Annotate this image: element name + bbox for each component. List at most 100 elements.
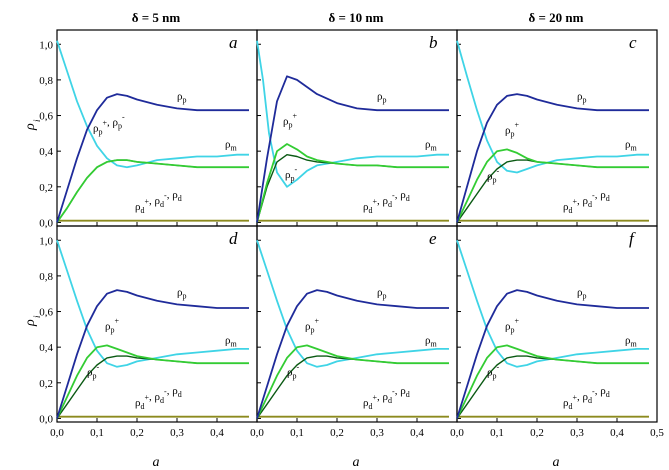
curve-label-rho-p: ρp — [177, 90, 187, 104]
curve-label-rho-low: ρd+, ρd-, ρd — [563, 385, 610, 411]
panel-letter: f — [629, 229, 636, 248]
panel-c: c ρp ρm ρp+ ρp-ρd+, ρd-, ρd — [456, 29, 658, 227]
curve-label-rho-p: ρp — [177, 286, 187, 300]
plot-frame — [456, 225, 658, 423]
y-tick-label: 0,4 — [39, 342, 53, 354]
curve-label-rho-p-minus: ρp- — [87, 363, 100, 381]
curve-label-rho-low: ρd+, ρd-, ρd — [363, 189, 410, 215]
curve-label-rho-low: ρd+, ρd-, ρd — [135, 189, 182, 215]
curve-label-rho-p-plus: ρp+ — [105, 316, 120, 334]
y-tick-label: 0,2 — [39, 182, 53, 194]
curve-label-rho-p: ρp — [577, 286, 587, 300]
curve-label-rho-p: ρp — [377, 90, 387, 104]
panel-f: 0,0 0,1 0,2 0,3 0,4 0,5 f ρp ρm ρp+ ρp-ρd+, ρd-, ρ… — [450, 225, 664, 439]
y-axis-label-subscript: i — [32, 119, 42, 122]
x-tick-label: 0,0 — [450, 427, 464, 439]
curve-label-rho-m: ρm — [425, 139, 438, 153]
series-line-rho-p-minus — [56, 159, 249, 223]
x-axis-label-1: a — [153, 455, 160, 470]
x-tick-label: 0,1 — [490, 427, 504, 439]
y-tick-label: 0,4 — [39, 146, 53, 158]
y-tick-label: 1,0 — [39, 235, 53, 247]
x-tick-label: 0,1 — [290, 427, 304, 439]
curve-label-rho-low: ρd+, ρd-, ρd — [363, 385, 410, 411]
curve-label-rho-m: ρm — [425, 335, 438, 349]
column-title-3: δ = 20 nm — [529, 10, 584, 25]
y-axis-label: ρ — [23, 319, 38, 327]
y-tick-label: 0,0 — [39, 413, 53, 425]
x-tick-label: 0,0 — [250, 427, 264, 439]
panels: 0,0 0,2 0,4 0,6 0,8 1,0 a ρp ρm ρp+, ρp-ρd+, ρd-,… — [39, 29, 664, 439]
series-line-rho-p-minus — [456, 355, 649, 419]
curve-label-rho-m: ρm — [625, 139, 638, 153]
curve-label-rho-m: ρm — [225, 139, 238, 153]
y-tick-label: 0,8 — [39, 271, 53, 283]
x-tick-label: 0,4 — [410, 427, 424, 439]
y-tick-label: 0,0 — [39, 217, 53, 229]
series-line-rho-p-plus — [456, 148, 649, 223]
panel-letter: d — [229, 229, 238, 248]
y-axis-label-bottom: ρ i — [23, 315, 42, 327]
x-tick-label: 0,2 — [130, 427, 144, 439]
curve-label-rho-p: ρp — [377, 286, 387, 300]
series-line-rho-p — [256, 289, 449, 419]
curve-label-rho-p-plus: ρp+ — [283, 111, 298, 129]
series-line-rho-m — [56, 40, 249, 169]
panel-a: 0,0 0,2 0,4 0,6 0,8 1,0 a ρp ρm ρp+, ρp-ρd+, ρd-,… — [39, 29, 258, 229]
curve-label-rho-p-pair: ρp+, ρp- — [93, 113, 125, 137]
x-tick-label: 0,5 — [650, 427, 664, 439]
y-axis-label-top: ρ i — [23, 119, 42, 131]
y-tick-label: 0,2 — [39, 378, 53, 390]
series-line-rho-m — [456, 40, 649, 174]
x-tick-label: 0,4 — [210, 427, 224, 439]
curve-label-rho-p-minus: ρp- — [287, 363, 300, 381]
column-title-2: δ = 10 nm — [329, 10, 384, 25]
series-line-rho-m — [256, 40, 449, 188]
x-tick-label: 0,4 — [610, 427, 624, 439]
curve-label-rho-p: ρp — [577, 90, 587, 104]
series-line-rho-p-plus — [56, 344, 249, 419]
series-line-rho-p-minus — [256, 355, 449, 419]
series-line-rho-m — [56, 240, 249, 368]
plot-frame — [456, 29, 658, 227]
y-tick-label: 0,6 — [39, 307, 53, 319]
panel-b: b ρp ρm ρp+ ρp-ρd+, ρd-, ρd — [256, 29, 458, 227]
panel-letter: a — [229, 33, 238, 52]
series-line-rho-p-minus — [456, 159, 649, 223]
x-tick-label: 0,2 — [330, 427, 344, 439]
panel-letter: c — [629, 33, 637, 52]
curve-label-rho-low: ρd+, ρd-, ρd — [563, 189, 610, 215]
curve-label-rho-p-minus: ρp- — [487, 363, 500, 381]
series-line-rho-p-plus — [256, 143, 449, 223]
plot-frame — [256, 29, 458, 227]
curve-label-rho-m: ρm — [225, 335, 238, 349]
x-tick-label: 0,3 — [370, 427, 384, 439]
series-line-rho-p-plus — [456, 344, 649, 419]
panel-letter: e — [429, 229, 437, 248]
curve-label-rho-p-plus: ρp+ — [305, 316, 320, 334]
x-tick-label: 0,3 — [170, 427, 184, 439]
curve-label-rho-p-minus: ρp- — [487, 167, 500, 185]
curve-label-rho-p-plus: ρp+ — [505, 120, 520, 138]
series-line-rho-m — [256, 240, 449, 368]
series-line-rho-m — [456, 240, 649, 368]
x-axis-label-2: a — [353, 455, 360, 470]
x-axis-label-3: a — [553, 455, 560, 470]
y-axis-label-subscript: i — [32, 315, 42, 318]
y-tick-label: 0,6 — [39, 111, 53, 123]
panel-e: 0,0 0,1 0,2 0,3 0,4 e ρp ρm ρp+ ρp-ρd+, ρd-, ρd — [250, 225, 458, 439]
curve-label-rho-p-plus: ρp+ — [505, 316, 520, 334]
series-line-rho-p-plus — [256, 344, 449, 419]
curve-label-rho-p-minus: ρp- — [285, 165, 298, 183]
panel-letter: b — [429, 33, 438, 52]
series-line-rho-p — [56, 93, 249, 223]
y-axis-label: ρ — [23, 123, 38, 131]
series-line-rho-p-plus — [56, 159, 249, 223]
x-tick-label: 0,2 — [530, 427, 544, 439]
curve-label-rho-low: ρd+, ρd-, ρd — [135, 385, 182, 411]
series-line-rho-p — [56, 289, 249, 419]
x-tick-label: 0,1 — [90, 427, 104, 439]
y-tick-label: 0,8 — [39, 75, 53, 87]
y-tick-label: 1,0 — [39, 39, 53, 51]
